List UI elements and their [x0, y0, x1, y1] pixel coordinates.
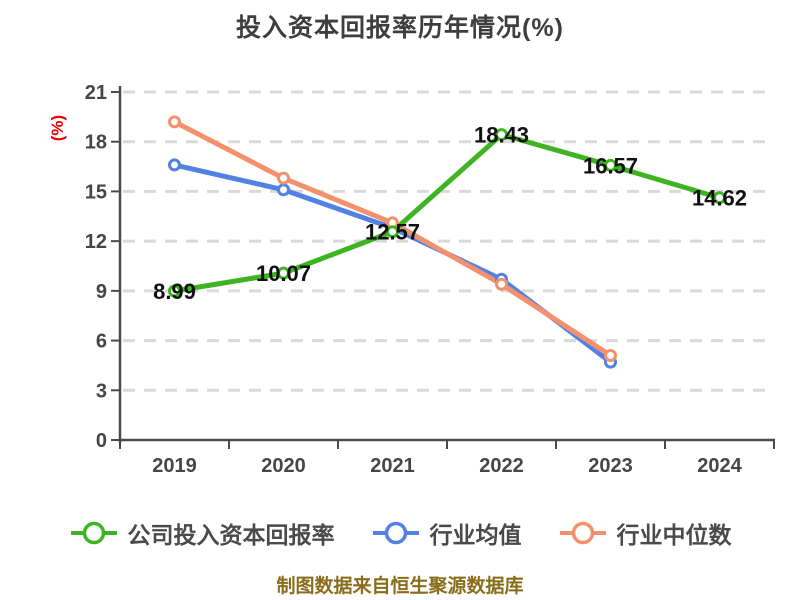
- legend-item-company-roic[interactable]: 公司投入资本回报率: [69, 516, 335, 550]
- data-point[interactable]: [713, 191, 726, 205]
- data-point-label: 16.57: [583, 153, 638, 178]
- line-marker-icon: [372, 521, 419, 545]
- data-point[interactable]: [277, 266, 290, 280]
- legend-label-company-roic: 公司投入资本回报率: [127, 522, 335, 548]
- data-source-note: 制图数据来自恒生聚源数据库: [276, 576, 524, 597]
- legend-label-industry-median: 行业中位数: [616, 522, 732, 548]
- data-point[interactable]: [168, 115, 181, 129]
- x-axis-tick-label: 2024: [697, 455, 742, 477]
- line-marker-icon: [70, 521, 117, 545]
- series-line-1: [172, 162, 613, 365]
- chart-title: 投入资本回报率历年情况(%): [236, 14, 564, 42]
- y-axis-unit-label: (%): [48, 115, 67, 141]
- legend: 公司投入资本回报率 行业均值 行业中位数: [0, 516, 800, 550]
- data-point-label: 12.57: [365, 220, 420, 245]
- data-point[interactable]: [495, 128, 508, 142]
- y-axis-tick-label: 12: [85, 231, 107, 253]
- series-line-0: [172, 132, 722, 294]
- y-axis-tick-label: 21: [85, 82, 107, 104]
- legend-item-industry-median[interactable]: 行业中位数: [558, 516, 732, 550]
- y-axis-tick-label: 9: [96, 281, 107, 303]
- y-axis-tick-label: 0: [96, 430, 107, 452]
- y-axis-tick-label: 6: [96, 331, 107, 353]
- data-point[interactable]: [386, 225, 399, 239]
- x-axis-tick-label: 2023: [588, 455, 633, 477]
- roic-line-chart: 0 3 6 9 12 15 18 21 2019 2020 2021 2022 2023 2024 (%) 8…: [48, 82, 775, 477]
- x-axis-tick-label: 2019: [152, 455, 197, 477]
- x-axis-tick-label: 2020: [261, 455, 306, 477]
- x-axis-tick-label: 2021: [370, 455, 415, 477]
- data-point[interactable]: [604, 348, 617, 362]
- legend-label-industry-mean: 行业均值: [429, 522, 522, 548]
- x-axis-tick-label: 2022: [479, 455, 524, 477]
- y-axis-tick-label: 3: [96, 380, 107, 402]
- data-point[interactable]: [277, 171, 290, 185]
- data-point[interactable]: [495, 277, 508, 291]
- data-point-label: 8.99: [153, 279, 196, 304]
- data-point-label: 10.07: [256, 261, 311, 286]
- legend-item-industry-mean[interactable]: 行业均值: [371, 516, 522, 550]
- data-point[interactable]: [604, 158, 617, 172]
- line-marker-icon: [559, 521, 606, 545]
- y-axis-tick-label: 15: [85, 181, 107, 203]
- data-point-label: 14.62: [692, 186, 747, 211]
- data-point[interactable]: [277, 183, 290, 197]
- data-point[interactable]: [168, 158, 181, 172]
- data-point[interactable]: [168, 284, 181, 298]
- y-axis-tick-label: 18: [85, 132, 107, 154]
- data-point-label: 18.43: [474, 123, 529, 148]
